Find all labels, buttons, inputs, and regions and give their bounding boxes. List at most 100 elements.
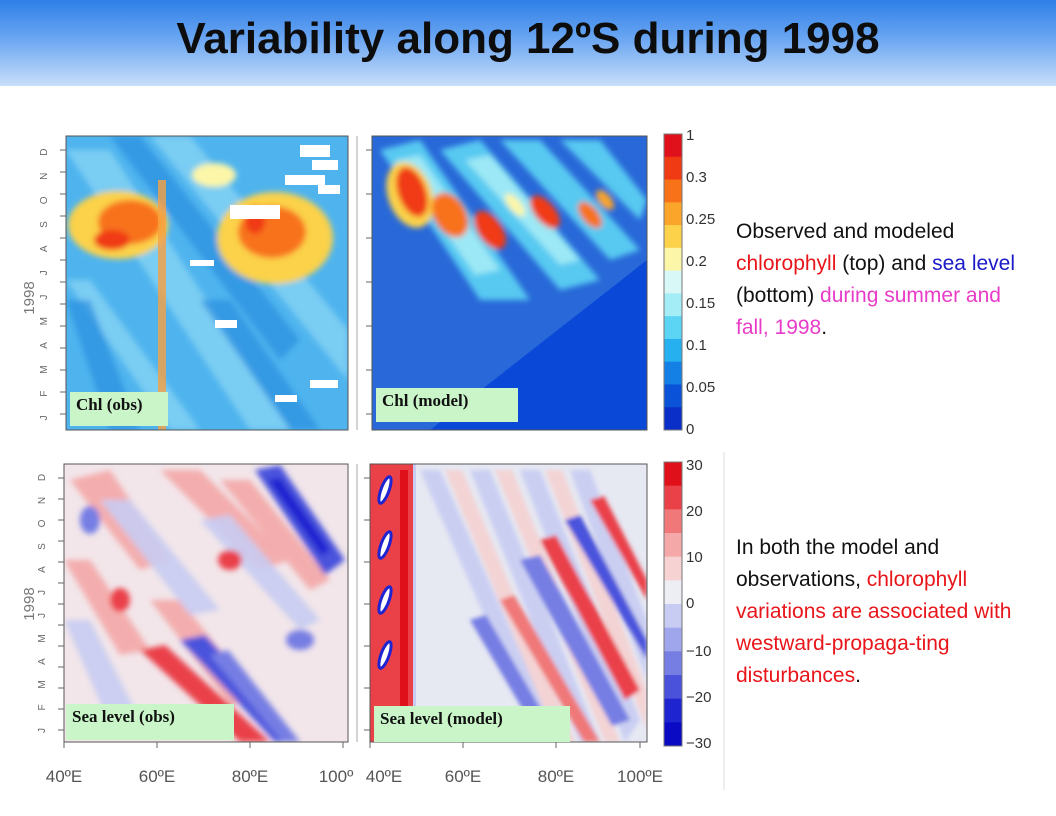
caption-top-text: . [821, 316, 828, 339]
sea-level-colorbar-swatch [664, 604, 682, 629]
sea-level-colorbar-swatch [664, 462, 682, 487]
chl-colorbar-tick: 0.15 [686, 295, 715, 312]
caption-top-text: (top) and [836, 252, 933, 275]
sea-level-obs-panel [64, 464, 348, 742]
x-ticks [63, 742, 641, 748]
sea-level-colorbar-swatch [664, 509, 682, 534]
sea-level-colorbar-tick: −30 [686, 735, 711, 752]
chl-obs-frame [65, 135, 349, 431]
caption-bottom-text: In both the model and observations, [736, 536, 940, 591]
chl-colorbar-tick: 0 [686, 421, 694, 438]
caption-bottom-highlight: chlorophyll variations are associated wi… [736, 568, 1012, 687]
caption-top-chlorophyll: chlorophyll [736, 252, 837, 275]
month-label: J [37, 613, 48, 618]
month-label: N [39, 173, 50, 180]
month-label: J [39, 270, 50, 275]
month-label: D [37, 474, 48, 481]
month-label: J [39, 295, 50, 300]
chl-colorbar-tick: 0.1 [686, 337, 707, 354]
month-label: S [37, 543, 48, 550]
chl-model-panel [372, 136, 647, 430]
year-label-top: 1998 [21, 281, 38, 314]
month-label: D [39, 148, 50, 155]
sea-level-colorbar-swatch [664, 533, 682, 558]
y-ticks [58, 149, 372, 731]
x-tick-label: 100ºE [617, 767, 663, 786]
x-tick-label: 60ºE [445, 767, 481, 786]
chl-colorbar-swatch [664, 407, 682, 431]
month-label: M [37, 680, 48, 688]
chl-colorbar-swatch [664, 247, 682, 272]
sea-level-colorbar-swatch [664, 556, 682, 581]
chl-colorbar-outline [663, 133, 683, 431]
chl-colorbar-tick: 0.2 [686, 253, 707, 270]
sea-level-colorbar-swatch [664, 485, 682, 510]
chl-model-frame [371, 135, 648, 431]
caption-bottom: In both the model and observations, chlo… [736, 532, 1036, 692]
sea-level-colorbar-tick: 10 [686, 549, 703, 566]
chl-colorbar [663, 133, 683, 431]
sea-level-colorbar-tick: −20 [686, 689, 711, 706]
sea-level-obs-frame [63, 463, 349, 743]
sea-level-colorbar-swatch [664, 722, 682, 747]
month-label: A [39, 245, 50, 252]
x-tick-label: 80ºE [538, 767, 574, 786]
sea-level-colorbar-swatch [664, 698, 682, 723]
chl-colorbar-swatch [664, 179, 682, 203]
sea-level-colorbar-tick: 30 [686, 457, 703, 474]
sea-level-colorbar-tick: −10 [686, 643, 711, 660]
panel-label-sea-level-model: Sea level (model) [374, 706, 570, 742]
panel-label-sea-level-obs: Sea level (obs) [66, 704, 234, 740]
chl-colorbar-swatch [664, 338, 682, 363]
chl-obs-panel [66, 136, 348, 430]
chl-colorbar-swatch [664, 225, 682, 249]
title-bar [0, 0, 1056, 86]
chl-colorbar-swatch [664, 270, 682, 294]
chl-colorbar-swatch [664, 156, 682, 181]
month-label: M [39, 317, 50, 325]
sea-level-colorbar-swatch [664, 675, 682, 700]
sea-level-model-frame [369, 463, 648, 743]
chl-colorbar-swatch [664, 384, 682, 408]
month-label: S [39, 221, 50, 228]
chl-colorbar-swatch [664, 293, 682, 317]
sea-level-colorbar-tick: 20 [686, 503, 703, 520]
month-label: N [37, 497, 48, 504]
chl-colorbar-swatch [664, 134, 682, 158]
month-label: A [39, 342, 50, 349]
month-label: A [37, 566, 48, 573]
x-tick-label: 80ºE [232, 767, 268, 786]
chl-colorbar-swatch [664, 316, 682, 340]
sea-level-model-panel [370, 464, 647, 742]
x-tick-label: 40ºE [366, 767, 402, 786]
month-label: O [37, 519, 48, 527]
sea-level-colorbar-labels: 30 20 10 0 −10 −20 −30 [686, 457, 711, 752]
chl-colorbar-labels: 1 0.3 0.25 0.2 0.15 0.1 0.05 0 [686, 127, 715, 438]
sea-level-colorbar-swatch [664, 651, 682, 676]
chl-colorbar-tick: 0.3 [686, 169, 707, 186]
chl-colorbar-tick: 0.05 [686, 379, 715, 396]
panel-label-chl-obs: Chl (obs) [70, 392, 168, 426]
x-tick-label: 40ºE [46, 767, 82, 786]
month-label: F [39, 391, 50, 397]
month-label: J [37, 590, 48, 595]
year-label-bottom: 1998 [21, 587, 38, 620]
month-label: M [37, 634, 48, 642]
sea-level-colorbar [663, 461, 683, 747]
caption-top: Observed and modeled chlorophyll (top) a… [736, 216, 1036, 344]
sea-level-colorbar-swatch [664, 580, 682, 605]
panel-label-chl-model: Chl (model) [376, 388, 518, 422]
caption-top-text: (bottom) [736, 284, 821, 307]
sea-level-colorbar-outline [663, 461, 683, 747]
month-label: A [37, 658, 48, 665]
caption-top-text: Observed and modeled [736, 220, 955, 243]
month-label: F [37, 704, 48, 710]
chl-colorbar-swatch [664, 361, 682, 385]
chl-colorbar-tick: 0.25 [686, 211, 715, 228]
chl-colorbar-tick: 1 [686, 127, 694, 144]
month-label: J [37, 728, 48, 733]
sea-level-colorbar-tick: 0 [686, 595, 694, 612]
month-label: O [39, 196, 50, 204]
month-label: J [39, 415, 50, 420]
